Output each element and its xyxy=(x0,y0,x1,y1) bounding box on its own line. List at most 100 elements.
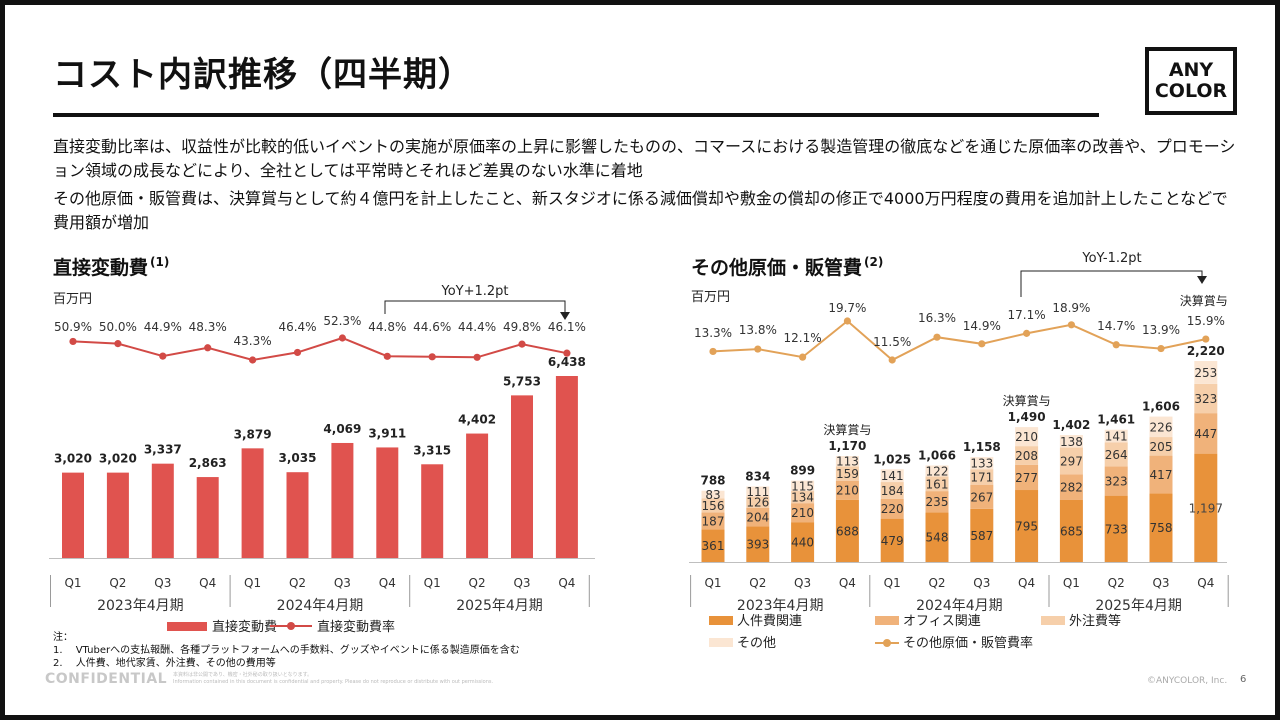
other-cost-bar-outsourcing xyxy=(746,496,770,508)
direct-cost-value-label: 3,315 xyxy=(413,443,451,457)
other-cost-total-label: 1,490 xyxy=(1008,410,1046,424)
other-cost-bar-other xyxy=(970,457,994,470)
other-cost-year-label: 2025年4月期 xyxy=(1095,598,1182,614)
direct-cost-x-tick: Q1 xyxy=(64,576,81,590)
legend-direct-cost-label: 直接変動費 xyxy=(212,619,277,635)
other-cost-ratio-point xyxy=(933,333,941,341)
page-title: コスト内訳推移（四半期） xyxy=(53,55,473,95)
other-cost-segment-label-office: 323 xyxy=(1105,475,1128,489)
other-cost-segment-label-outsourcing: 184 xyxy=(881,484,904,498)
other-cost-segment-label-outsourcing: 297 xyxy=(1060,455,1083,469)
other-cost-x-tick: Q4 xyxy=(1018,576,1035,590)
other-cost-bar-office xyxy=(970,484,994,509)
direct-cost-x-tick: Q2 xyxy=(109,576,126,590)
other-cost-x-tick: Q3 xyxy=(973,576,990,590)
other-cost-ratio-label: 13.3% xyxy=(694,326,732,340)
other-cost-yoy-arrowhead xyxy=(1197,276,1207,284)
copyright: ©ANYCOLOR, Inc. xyxy=(1147,676,1228,686)
other-cost-segment-label-other: 141 xyxy=(1105,430,1128,444)
direct-cost-bar xyxy=(241,448,264,558)
other-cost-ratio-label: 14.9% xyxy=(963,319,1001,333)
direct-cost-value-label: 3,337 xyxy=(144,443,182,457)
other-cost-segment-label-outsourcing: 159 xyxy=(836,467,859,481)
direct-cost-ratio-label: 48.3% xyxy=(189,320,227,334)
direct-cost-ratio-point xyxy=(293,348,302,357)
direct-cost-yoy-bracket xyxy=(384,300,566,314)
direct-cost-ratio-label: 46.1% xyxy=(548,320,586,334)
other-cost-bar-outsourcing xyxy=(835,466,859,481)
direct-cost-value-label: 3,020 xyxy=(99,452,137,466)
other-cost-segment-label-outsourcing: 323 xyxy=(1194,392,1217,406)
other-cost-bar-personnel xyxy=(925,512,949,562)
other-cost-segment-label-office: 210 xyxy=(791,506,814,520)
other-cost-segment-label-personnel: 440 xyxy=(791,536,814,550)
other-cost-segment-label-office: 210 xyxy=(836,484,859,498)
other-cost-bar-personnel xyxy=(701,529,725,562)
other-cost-ratio-point xyxy=(1067,321,1075,329)
other-cost-bar-outsourcing xyxy=(925,476,949,492)
other-cost-ratio-point xyxy=(888,356,896,364)
notes-label: 注： xyxy=(53,632,73,643)
direct-cost-unit: 百万円 xyxy=(53,292,93,307)
other-cost-segment-label-personnel: 361 xyxy=(702,539,725,553)
other-cost-title-note: (2) xyxy=(864,255,884,269)
legend-outsourcing-label: 外注費等 xyxy=(1069,613,1121,629)
other-cost-segment-label-other: 141 xyxy=(881,469,904,483)
other-cost-segment-label-other: 115 xyxy=(791,479,814,493)
other-cost-ratio-label: 13.9% xyxy=(1142,323,1180,337)
other-cost-ratio-point xyxy=(978,340,986,348)
other-cost-bar-personnel xyxy=(1149,493,1173,562)
other-cost-bar-other xyxy=(1015,427,1039,447)
other-cost-bar-other xyxy=(746,486,770,497)
title-underline xyxy=(53,113,1099,117)
other-cost-total-label: 1,066 xyxy=(918,448,956,462)
other-cost-segment-label-outsourcing: 156 xyxy=(702,499,725,513)
charts-canvas: 3,020 Q1 3,020 Q2 3,337 Q3 2,863 Q4 3,879 Q1 3,035… xyxy=(49,251,1229,651)
other-cost-bar-outsourcing xyxy=(880,482,904,499)
legend-direct-ratio-marker xyxy=(287,622,295,630)
other-cost-segment-label-personnel: 548 xyxy=(926,531,949,545)
other-cost-bar-other xyxy=(701,490,725,499)
direct-cost-bar xyxy=(511,395,533,558)
other-cost-segment-label-outsourcing: 208 xyxy=(1015,449,1038,463)
note-1: 1. VTuberへの支払報酬、各種プラットフォームへの手数料、グッズやイベント… xyxy=(53,645,520,656)
direct-cost-value-label: 3,879 xyxy=(234,427,272,441)
other-cost-segment-label-other: 133 xyxy=(970,457,993,471)
other-cost-bar-outsourcing xyxy=(1104,442,1128,467)
direct-cost-ratio-point xyxy=(249,356,257,364)
other-cost-bar-office xyxy=(1015,464,1039,491)
footnotes: 注： 1. VTuberへの支払報酬、各種プラットフォームへの手数料、グッズやイ… xyxy=(53,631,520,670)
other-cost-ratio-point xyxy=(843,317,852,325)
other-cost-segment-label-personnel: 1,197 xyxy=(1189,501,1223,515)
other-cost-segment-label-other: 122 xyxy=(926,465,949,479)
other-cost-ratio-point xyxy=(799,353,807,361)
legend-direct-cost-swatch xyxy=(167,622,207,631)
other-cost-segment-label-office: 187 xyxy=(702,514,725,528)
other-cost-total-label: 1,606 xyxy=(1142,400,1180,414)
other-cost-total-label: 788 xyxy=(700,474,725,488)
other-cost-title: その他原価・販管費 (2) xyxy=(691,253,883,280)
note-2: 2. 人件費、地代家賃、外注費、その他の費用等 xyxy=(53,658,276,669)
other-cost-bar-personnel xyxy=(880,518,904,562)
other-cost-segment-label-office: 447 xyxy=(1194,427,1217,441)
direct-cost-x-tick: Q4 xyxy=(379,576,396,590)
other-cost-bar-other xyxy=(925,465,949,477)
legend-other-ratio-marker xyxy=(883,639,891,647)
other-cost-bar-office xyxy=(746,507,770,527)
legend-personnel-swatch xyxy=(709,616,733,625)
direct-cost-bar xyxy=(286,472,309,558)
other-cost-ratio-label: 15.9% xyxy=(1187,314,1225,328)
other-cost-bar-office xyxy=(1059,474,1083,500)
other-cost-ratio-label: 18.9% xyxy=(1052,301,1090,315)
direct-cost-value-label: 3,911 xyxy=(368,426,406,440)
direct-cost-yoy-arrowhead xyxy=(560,312,570,320)
direct-cost-ratio-label: 43.3% xyxy=(234,334,272,348)
legend-office-swatch xyxy=(875,616,899,625)
page-number: 6 xyxy=(1240,674,1247,685)
other-cost-x-tick: Q4 xyxy=(1197,576,1214,590)
other-cost-yoy-bracket xyxy=(1020,270,1203,297)
direct-cost-x-tick: Q4 xyxy=(199,576,216,590)
direct-cost-ratio-point xyxy=(473,353,481,361)
other-cost-segment-label-outsourcing: 205 xyxy=(1150,440,1173,454)
other-cost-segment-label-personnel: 688 xyxy=(836,524,859,538)
